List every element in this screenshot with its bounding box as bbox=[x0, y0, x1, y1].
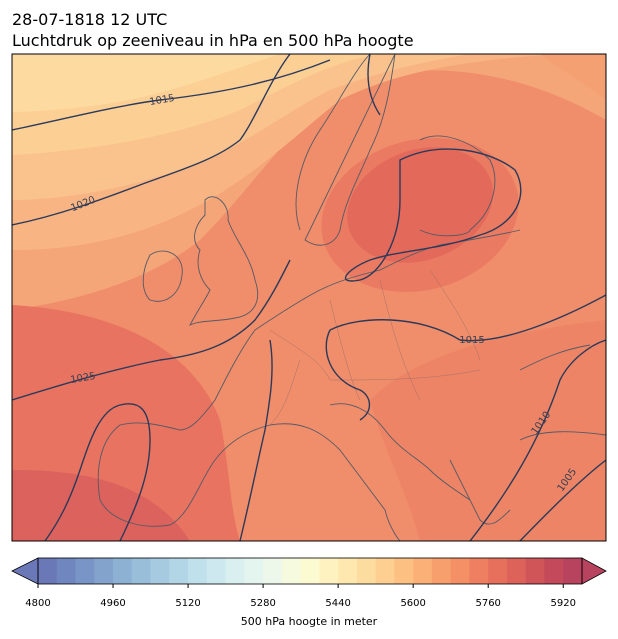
coastline bbox=[188, 196, 259, 327]
colorbar-frame bbox=[37, 557, 583, 585]
colorbar-tick-label: 4960 bbox=[100, 598, 125, 609]
colorbar-segment bbox=[431, 558, 452, 584]
colorbar-segment bbox=[300, 558, 320, 584]
coastline bbox=[269, 403, 471, 541]
isobar-label: 1025 bbox=[70, 371, 97, 386]
isobar bbox=[12, 59, 331, 131]
colorbar-segment bbox=[375, 558, 395, 584]
colorbar-segment bbox=[450, 558, 470, 584]
colorbar-segment bbox=[38, 558, 58, 584]
colorbar-segment bbox=[413, 558, 433, 584]
colorbar-segment bbox=[150, 558, 170, 584]
coastline bbox=[97, 229, 521, 527]
map-title: Luchtdruk op zeeniveau in hPa en 500 hPa… bbox=[12, 31, 414, 50]
date-title: 28-07-1818 12 UTC bbox=[12, 10, 167, 29]
field-band bbox=[540, 54, 606, 100]
country-border bbox=[269, 269, 481, 426]
colorbar-segment bbox=[56, 558, 76, 584]
colorbar-segment bbox=[244, 558, 264, 584]
colorbar-extend-low bbox=[11, 557, 39, 585]
isobar bbox=[44, 403, 151, 541]
colorbar-segment bbox=[281, 558, 302, 584]
colorbar-tick-label: 5760 bbox=[475, 598, 500, 609]
field-band bbox=[12, 54, 280, 112]
map-frame bbox=[11, 53, 607, 542]
colorbar-segment bbox=[525, 558, 545, 584]
colorbar-tick-label: 5920 bbox=[551, 598, 576, 609]
colorbar-segment bbox=[563, 558, 583, 584]
colorbar-tick-label: 5600 bbox=[400, 598, 425, 609]
colorbar-segment bbox=[506, 558, 527, 584]
colorbar-tick-label: 4800 bbox=[25, 598, 50, 609]
colorbar-segment bbox=[206, 558, 226, 584]
isobar bbox=[325, 294, 606, 421]
colorbar-segment bbox=[394, 558, 414, 584]
isobar bbox=[12, 54, 291, 226]
colorbar-extend-high bbox=[581, 557, 607, 585]
isobar bbox=[469, 339, 606, 541]
coastline bbox=[419, 135, 496, 237]
colorbar-label: 500 hPa hoogte in meter bbox=[241, 615, 378, 628]
colorbar-segment bbox=[225, 558, 245, 584]
colorbar-segment bbox=[188, 558, 208, 584]
colorbar-tick-label: 5440 bbox=[325, 598, 350, 609]
colorbar-segment bbox=[94, 558, 114, 584]
isobar bbox=[12, 259, 291, 401]
colorbar-segment bbox=[488, 558, 508, 584]
isobar-label: 1015 bbox=[459, 335, 484, 346]
colorbar-segment bbox=[319, 558, 339, 584]
isobar-label: 1015 bbox=[149, 93, 176, 108]
colorbar-segment bbox=[131, 558, 151, 584]
colorbar: 4800 4960 5120 5280 5440 5600 5760 5920 bbox=[11, 557, 607, 609]
colorbar-tick-label: 5120 bbox=[175, 598, 200, 609]
colorbar-segment bbox=[338, 558, 358, 584]
field-band bbox=[370, 320, 606, 541]
colorbar-segment bbox=[169, 558, 189, 584]
map-area: 1015 1020 1025 1015 1010 1005 bbox=[12, 54, 606, 541]
field-band bbox=[347, 147, 493, 263]
coastline bbox=[142, 250, 183, 302]
isobar bbox=[239, 339, 273, 541]
colorbar-segment bbox=[263, 558, 283, 584]
colorbar-segment bbox=[544, 558, 564, 584]
colorbar-segment bbox=[113, 558, 133, 584]
isobar bbox=[519, 459, 606, 541]
coastline bbox=[449, 344, 606, 525]
colorbar-tick-label: 5280 bbox=[250, 598, 275, 609]
coastline bbox=[295, 54, 396, 246]
isobar bbox=[344, 54, 522, 282]
colorbar-segment bbox=[356, 558, 377, 584]
colorbar-segment bbox=[75, 558, 95, 584]
colorbar-segment bbox=[469, 558, 489, 584]
